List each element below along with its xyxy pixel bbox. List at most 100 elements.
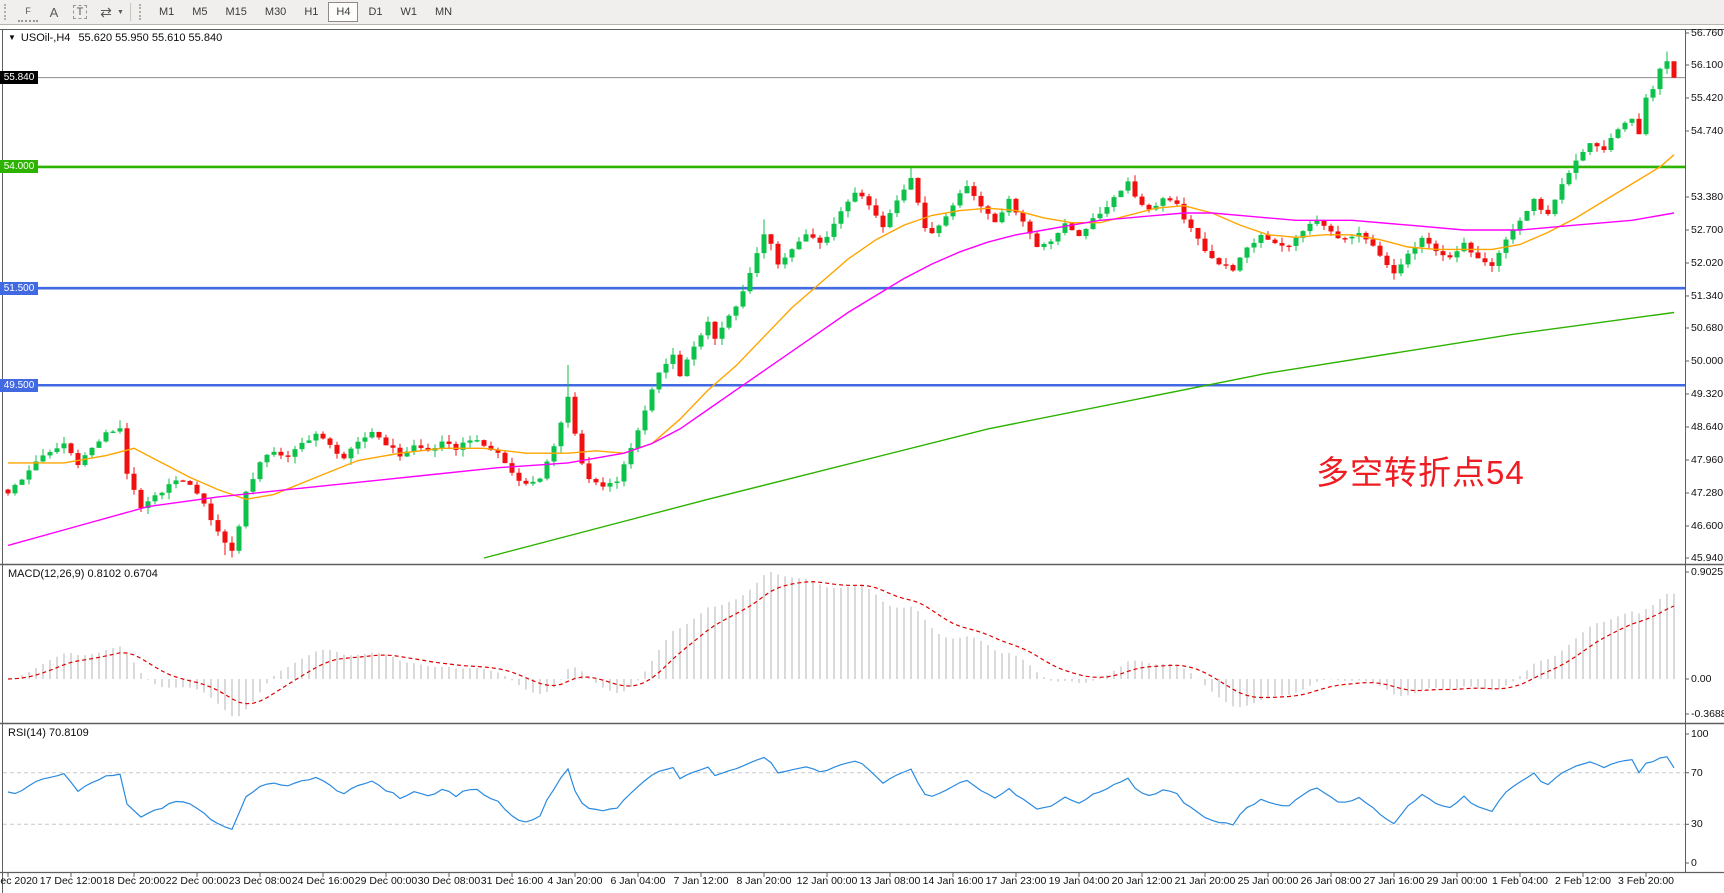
candle-up	[747, 273, 753, 292]
time-tick-label: 16 Dec 2020	[0, 875, 38, 887]
candle-up	[999, 212, 1005, 223]
candle-up	[1314, 220, 1320, 224]
candle-down	[1069, 223, 1075, 231]
candle-up	[901, 189, 907, 201]
candle-up	[33, 461, 39, 471]
candle-down	[1321, 220, 1327, 226]
candle-up	[61, 443, 67, 449]
candle-down	[397, 447, 403, 457]
candle-down	[1013, 198, 1019, 213]
candle-down	[215, 520, 221, 532]
candle-up	[1097, 213, 1103, 219]
macd-axis-label: 0.9025	[1691, 566, 1724, 578]
candle-down	[873, 205, 879, 216]
timeframe-button-h4[interactable]: H4	[328, 2, 359, 22]
time-tick-label: 8 Jan 20:00	[736, 875, 792, 887]
time-tick-label: 22 Dec 00:00	[165, 875, 229, 887]
dropdown-caret-icon[interactable]: ▼	[117, 8, 124, 16]
text-tool-icon[interactable]: T	[70, 3, 90, 21]
candle-down	[187, 481, 193, 485]
candle-up	[1622, 122, 1628, 130]
timeframe-button-w1[interactable]: W1	[393, 2, 426, 22]
candle-down	[1279, 243, 1285, 246]
time-tick-label: 7 Jan 12:00	[673, 875, 729, 887]
timeframe-button-m15[interactable]: M15	[218, 2, 255, 22]
candle-up	[1237, 257, 1243, 271]
timeframe-button-m30[interactable]: M30	[257, 2, 294, 22]
candle-down	[1342, 238, 1348, 240]
text-tool-glyph: T	[72, 5, 88, 19]
candle-up	[1104, 207, 1110, 214]
candle-up	[1307, 223, 1313, 232]
candle-up	[89, 447, 95, 456]
candle-up	[1629, 118, 1635, 123]
time-tick-label: 25 Jan 00:00	[1237, 875, 1299, 887]
candle-up	[803, 234, 809, 242]
candle-up	[824, 236, 830, 243]
candle-up	[110, 431, 116, 433]
ma-slow-green	[483, 311, 1675, 559]
candle-up	[1356, 232, 1362, 237]
candle-up	[362, 437, 368, 442]
price-tick-label: 52.700	[1691, 223, 1724, 236]
candle-up	[40, 455, 46, 462]
timeframe-button-d1[interactable]: D1	[360, 2, 390, 22]
candle-up	[684, 359, 690, 377]
rsi-axis-label: 0	[1691, 857, 1697, 869]
candle-up	[887, 213, 893, 228]
arrows-tool-icon[interactable]: ⇄	[100, 3, 112, 20]
timeframe-button-m5[interactable]: M5	[184, 2, 215, 22]
candle-up	[530, 481, 536, 484]
candle-down	[775, 243, 781, 265]
timeframe-button-mn[interactable]: MN	[427, 2, 460, 22]
candle-up	[1531, 198, 1537, 211]
timeframe-button-m1[interactable]: M1	[151, 2, 182, 22]
candle-up	[271, 451, 277, 455]
macd-signal-line	[7, 581, 1675, 705]
candle-down	[915, 177, 921, 203]
candle-down	[1384, 255, 1390, 266]
candle-up	[1405, 253, 1411, 265]
time-tick-label: 29 Dec 00:00	[354, 875, 418, 887]
candle-down	[1188, 219, 1194, 228]
candle-up	[635, 430, 641, 448]
candle-down	[1272, 239, 1278, 244]
candle-up	[1160, 198, 1166, 206]
candle-down	[768, 234, 774, 244]
candle-up	[838, 211, 844, 224]
candle-down	[5, 489, 11, 494]
candle-up	[656, 372, 662, 390]
candle-up	[159, 492, 165, 496]
candle-down	[1636, 118, 1642, 135]
candle-down	[1202, 238, 1208, 252]
label-tool-icon[interactable]: A	[49, 4, 59, 20]
price-tick-label: 47.280	[1691, 486, 1724, 499]
candle-up	[292, 449, 298, 457]
candle-down	[285, 455, 291, 457]
candle-down	[1377, 245, 1383, 256]
candle-down	[971, 186, 977, 196]
candle-up	[1083, 228, 1089, 237]
candle-down	[1433, 243, 1439, 252]
candle-down	[866, 196, 872, 206]
timeframe-button-h1[interactable]: H1	[296, 2, 326, 22]
candle-up	[894, 200, 900, 214]
candle-up	[1573, 160, 1579, 173]
price-tick-label: 47.960	[1691, 453, 1724, 466]
candle-up	[740, 291, 746, 307]
toolbar-separator	[129, 3, 131, 21]
candle-up	[670, 354, 676, 364]
candle-up	[1349, 236, 1355, 239]
candle-down	[1671, 61, 1677, 78]
candle-up	[1503, 239, 1509, 253]
candle-up	[719, 327, 725, 339]
candle-down	[712, 321, 718, 339]
candle-down	[1020, 212, 1026, 222]
candle-down	[1594, 143, 1600, 147]
candle-up	[1412, 246, 1418, 254]
candle-up	[1244, 247, 1250, 258]
candle-up	[691, 346, 697, 360]
font-grid-icon[interactable]: F	[18, 2, 38, 22]
candle-down	[418, 445, 424, 448]
